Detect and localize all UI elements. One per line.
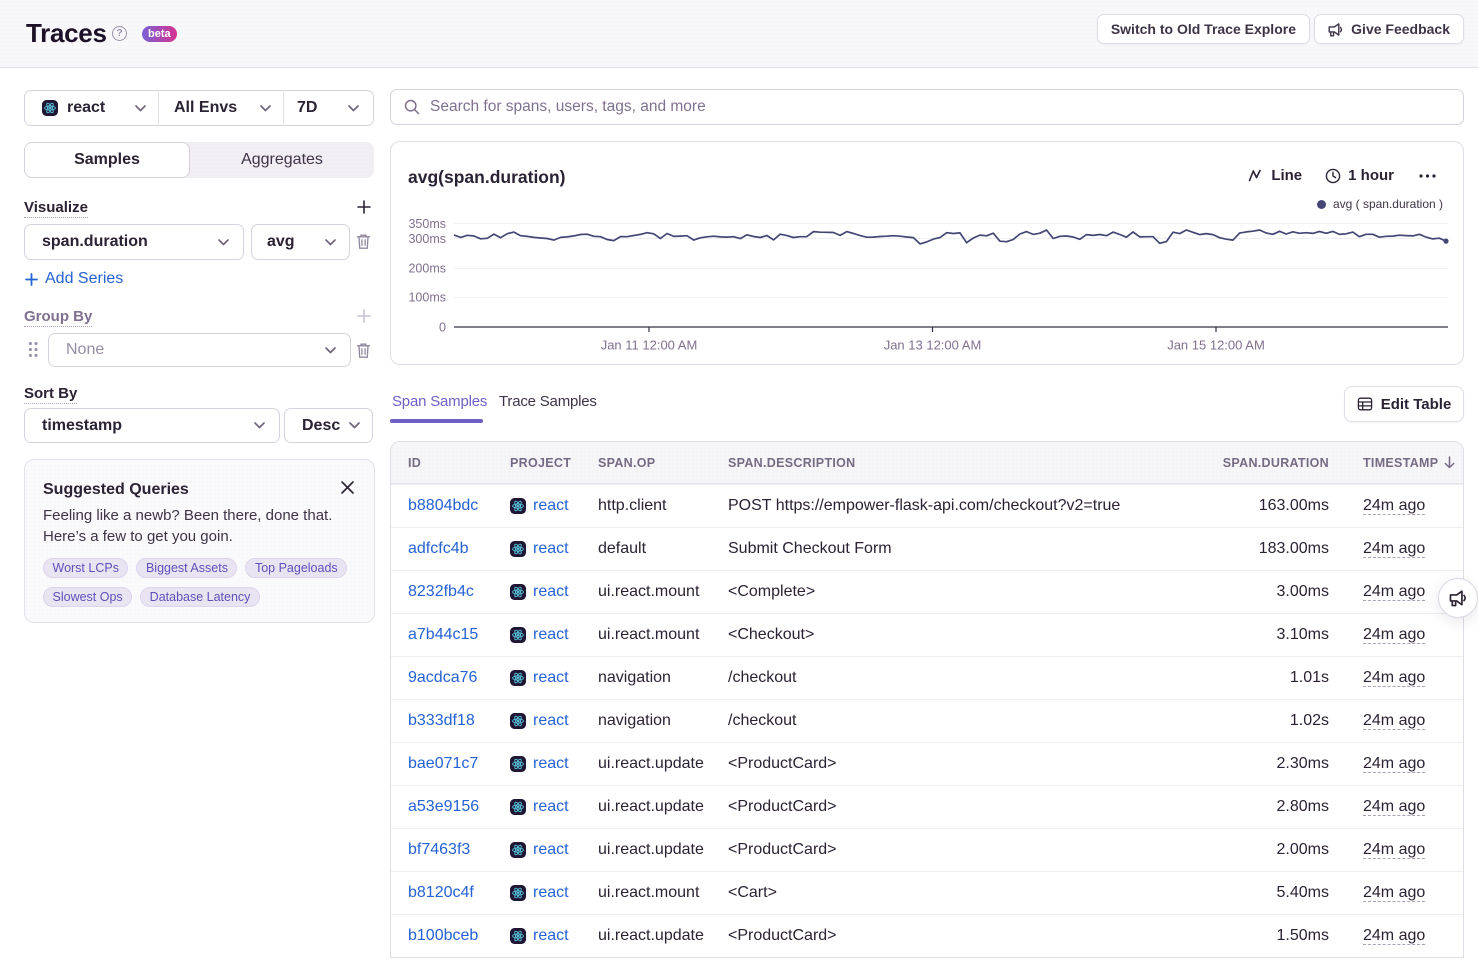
svg-text:350ms: 350ms — [408, 217, 446, 231]
svg-text:100ms: 100ms — [408, 291, 446, 305]
svg-text:Jan 15 12:00 AM: Jan 15 12:00 AM — [1167, 338, 1265, 353]
svg-text:Jan 11 12:00 AM: Jan 11 12:00 AM — [601, 338, 698, 353]
svg-text:200ms: 200ms — [408, 262, 446, 276]
svg-text:0: 0 — [439, 321, 446, 335]
svg-text:300ms: 300ms — [408, 232, 446, 246]
svg-text:Jan 13 12:00 AM: Jan 13 12:00 AM — [884, 338, 982, 353]
